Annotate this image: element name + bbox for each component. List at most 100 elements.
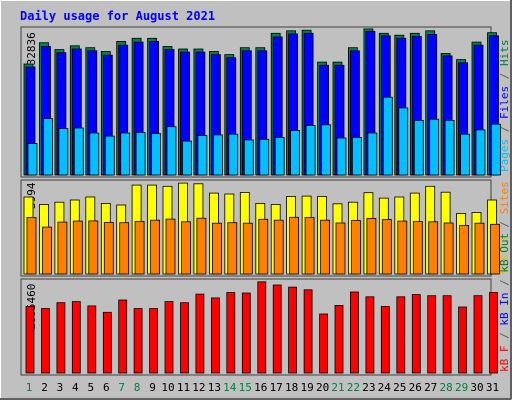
legend-part-top-4: Hits	[498, 40, 511, 67]
bar-kb-f-day-4	[71, 301, 81, 374]
legend-part-top-0: Pages	[498, 139, 511, 172]
day-label-24: 24	[378, 381, 392, 394]
bar-sites-day-29	[459, 225, 470, 275]
bar-kb-f-day-20	[319, 313, 329, 374]
day-label-19: 19	[300, 381, 313, 394]
legend-part-bottom-1: /	[498, 326, 511, 346]
bar-sites-day-14	[227, 222, 238, 275]
day-label-30: 30	[470, 381, 483, 394]
bar-sites-day-31	[490, 223, 500, 275]
bar-kb-f-day-1	[25, 305, 35, 374]
bar-pages-day-27	[429, 118, 440, 176]
bar-sites-day-5	[88, 220, 99, 275]
day-label-23: 23	[362, 381, 375, 394]
bar-sites-day-7	[119, 222, 130, 275]
bar-pages-day-22	[351, 136, 362, 176]
legend-part-bottom-2: kB In	[498, 293, 511, 326]
bar-sites-day-15	[242, 222, 253, 275]
day-label-10: 10	[161, 381, 174, 394]
bar-sites-day-30	[474, 222, 485, 275]
day-label-18: 18	[285, 381, 298, 394]
bar-kb-f-day-8	[133, 308, 143, 374]
bar-pages-day-25	[398, 107, 409, 176]
bar-pages-day-4	[73, 127, 84, 176]
bar-kb-f-day-19	[303, 289, 313, 374]
day-label-3: 3	[57, 381, 64, 394]
bar-sites-day-28	[443, 222, 454, 275]
bar-kb-f-day-18	[288, 286, 298, 374]
bar-pages-day-19	[305, 125, 316, 176]
day-label-12: 12	[192, 381, 205, 394]
day-label-14: 14	[223, 381, 237, 394]
bar-sites-day-18	[289, 216, 300, 275]
bar-kb-f-day-29	[458, 306, 468, 374]
bar-pages-day-30	[475, 129, 486, 176]
bar-kb-f-day-17	[272, 284, 282, 374]
bar-kb-f-day-30	[473, 295, 483, 374]
bar-pages-day-8	[135, 131, 146, 176]
bar-pages-day-23	[367, 132, 378, 176]
legend-part-bottom-4: kB Out	[498, 233, 511, 273]
bar-kb-f-day-15	[241, 292, 251, 374]
day-label-17: 17	[270, 381, 283, 394]
bar-kb-f-day-25	[396, 296, 406, 374]
bar-pages-day-12	[197, 135, 208, 176]
bar-kb-f-day-13	[210, 297, 220, 374]
bar-pages-day-20	[321, 124, 332, 176]
bar-sites-day-21	[335, 222, 346, 275]
bar-kb-f-day-14	[226, 292, 236, 374]
bar-sites-day-26	[412, 221, 423, 275]
bar-kb-f-day-3	[56, 302, 66, 374]
day-label-22: 22	[347, 381, 360, 394]
day-label-1: 1	[26, 381, 33, 394]
bar-sites-day-1	[26, 217, 37, 275]
bar-sites-day-19	[304, 217, 315, 275]
legend-part-middle-2: Sites	[498, 181, 511, 214]
bar-pages-day-3	[58, 128, 69, 176]
bar-pages-day-5	[89, 132, 100, 176]
bar-kb-f-day-16	[257, 281, 267, 374]
bar-pages-day-18	[290, 130, 301, 176]
legend-part-top-2: Files	[498, 86, 511, 119]
day-label-13: 13	[208, 381, 221, 394]
bar-kb-f-day-7	[118, 299, 128, 374]
bar-sites-day-2	[42, 226, 52, 275]
bar-kb-f-day-27	[427, 295, 437, 374]
bar-pages-day-31	[491, 123, 501, 176]
top-max-label: 232836	[25, 32, 38, 72]
legend-part-middle-1: /	[498, 214, 511, 234]
chart-bars	[23, 28, 501, 374]
day-label-26: 26	[409, 381, 422, 394]
bar-sites-day-20	[320, 219, 331, 275]
bar-pages-day-28	[444, 120, 455, 176]
bottom-legend: kB F / kB In / kB Out	[498, 233, 511, 372]
bar-sites-day-9	[150, 219, 161, 275]
day-label-5: 5	[87, 381, 94, 394]
middle-legend: Visits / Sites	[498, 181, 511, 274]
bar-sites-day-11	[181, 221, 191, 275]
bar-pages-day-15	[243, 139, 254, 176]
legend-part-middle-0: Visits	[498, 234, 511, 274]
bar-sites-day-25	[397, 220, 408, 275]
bar-pages-day-7	[120, 132, 131, 176]
day-label-8: 8	[134, 381, 141, 394]
day-label-28: 28	[439, 381, 452, 394]
bar-kb-f-day-28	[442, 295, 452, 374]
legend-part-bottom-0: kB F	[498, 346, 511, 373]
bar-pages-day-17	[274, 136, 285, 176]
bar-sites-day-12	[196, 217, 207, 275]
bar-sites-day-22	[350, 220, 361, 275]
bar-sites-day-4	[72, 220, 83, 275]
bar-pages-day-10	[166, 126, 177, 176]
bar-kb-f-day-23	[365, 296, 375, 374]
bar-pages-day-11	[182, 140, 192, 176]
chart-title: Daily usage for August 2021	[20, 9, 215, 23]
bar-sites-day-23	[366, 217, 377, 275]
bar-pages-day-24	[382, 96, 393, 176]
day-label-2: 2	[41, 381, 48, 394]
bar-kb-f-day-24	[380, 305, 390, 374]
bar-pages-day-21	[336, 137, 347, 176]
day-labels: 1 2 3 4 5 6 7 8 9 10 11 12 13 14 15 16 17 18 19 20 21 22 23 24 2…	[26, 381, 499, 394]
bar-pages-day-29	[460, 133, 471, 176]
legend-part-bottom-3: /	[498, 273, 511, 293]
